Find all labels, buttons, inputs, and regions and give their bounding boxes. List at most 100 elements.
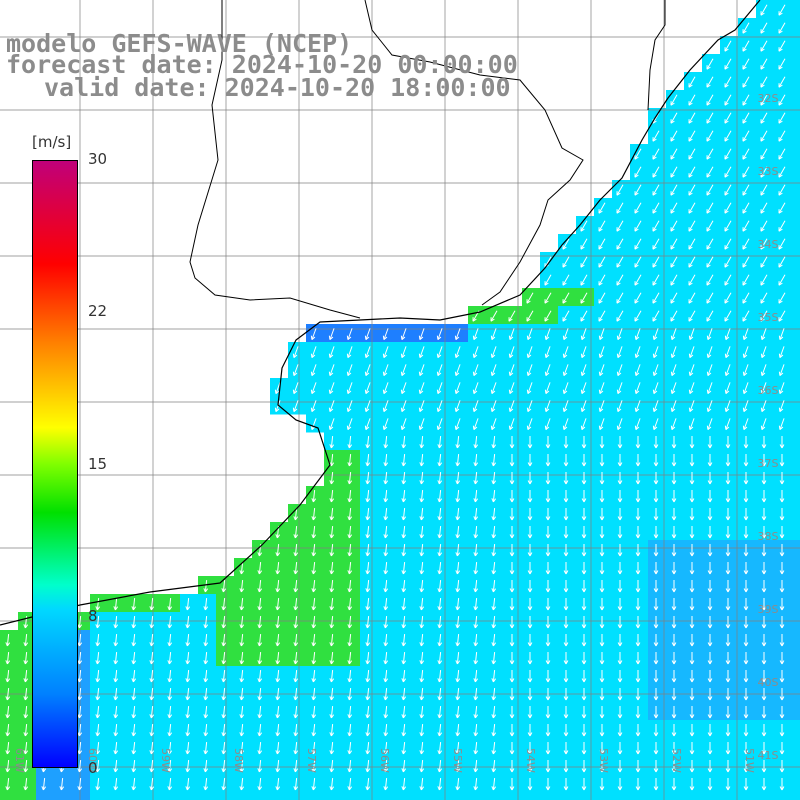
wind-cell bbox=[558, 378, 577, 397]
wind-arrow bbox=[581, 778, 587, 791]
wind-cell bbox=[378, 720, 397, 739]
wind-cell bbox=[720, 666, 739, 685]
wind-cell bbox=[342, 738, 361, 757]
wind-arrow bbox=[185, 723, 191, 737]
wind-arrow bbox=[760, 184, 768, 196]
wind-arrow bbox=[275, 777, 281, 791]
wind-arrow bbox=[419, 615, 425, 629]
wind-cell bbox=[594, 378, 613, 397]
wind-cell bbox=[378, 684, 397, 703]
wind-arrow bbox=[688, 202, 696, 214]
wind-cell bbox=[702, 594, 721, 613]
wind-cell bbox=[756, 774, 775, 793]
wind-cell bbox=[468, 666, 487, 685]
wind-cell bbox=[774, 396, 793, 415]
wind-cell bbox=[0, 756, 19, 775]
wind-cell bbox=[216, 666, 235, 685]
wind-cell bbox=[414, 576, 433, 595]
wind-arrow bbox=[617, 778, 623, 791]
wind-arrow bbox=[509, 508, 515, 521]
wind-arrow bbox=[364, 382, 371, 395]
wind-cell bbox=[234, 702, 253, 721]
wind-cell bbox=[630, 540, 649, 559]
wind-cell bbox=[378, 558, 397, 577]
wind-arrow bbox=[581, 508, 587, 521]
wind-arrow bbox=[400, 418, 407, 431]
wind-arrow bbox=[455, 561, 461, 575]
wind-arrow bbox=[598, 418, 605, 431]
wind-cell bbox=[756, 378, 775, 397]
wind-arrow bbox=[419, 723, 425, 737]
wind-cell bbox=[774, 270, 793, 289]
wind-arrow bbox=[383, 669, 389, 683]
wind-arrow bbox=[599, 508, 605, 521]
wind-arrow bbox=[329, 453, 335, 467]
wind-arrow bbox=[688, 238, 696, 250]
wind-arrow bbox=[706, 346, 713, 359]
wind-cell bbox=[720, 252, 739, 271]
wind-arrow bbox=[221, 705, 227, 719]
wind-arrow bbox=[95, 723, 101, 737]
wind-cell bbox=[738, 630, 757, 649]
wind-arrow bbox=[473, 543, 479, 557]
wind-arrow bbox=[401, 579, 407, 593]
wind-arrow bbox=[724, 346, 731, 359]
wind-arrow bbox=[329, 705, 335, 719]
wind-arrow bbox=[329, 777, 335, 791]
wind-cell bbox=[324, 450, 343, 469]
wind-cell bbox=[486, 630, 505, 649]
wind-arrow bbox=[329, 759, 335, 773]
wind-arrow bbox=[203, 633, 209, 647]
wind-cell bbox=[126, 684, 145, 703]
wind-arrow bbox=[509, 634, 515, 647]
wind-cell bbox=[0, 792, 19, 800]
wind-cell bbox=[198, 630, 217, 649]
wind-arrow bbox=[5, 669, 11, 683]
wind-cell bbox=[432, 378, 451, 397]
wind-cell bbox=[684, 684, 703, 703]
wind-cell bbox=[666, 252, 685, 271]
wind-cell bbox=[540, 522, 559, 541]
wind-cell bbox=[612, 576, 631, 595]
wind-cell bbox=[288, 666, 307, 685]
wind-cell bbox=[396, 792, 415, 800]
wind-arrow bbox=[634, 238, 642, 250]
wind-cell bbox=[702, 162, 721, 181]
wind-arrow bbox=[95, 759, 101, 773]
wind-cell bbox=[630, 630, 649, 649]
wind-cell bbox=[198, 684, 217, 703]
wind-cell bbox=[666, 504, 685, 523]
wind-cell bbox=[342, 648, 361, 667]
wind-cell bbox=[792, 378, 800, 397]
wind-arrow bbox=[23, 687, 29, 701]
wind-cell bbox=[468, 738, 487, 757]
wind-arrow bbox=[527, 616, 533, 629]
wind-cell bbox=[576, 396, 595, 415]
wind-cell bbox=[360, 648, 379, 667]
wind-arrow bbox=[779, 580, 785, 593]
wind-arrow bbox=[239, 777, 245, 791]
wind-cell bbox=[288, 594, 307, 613]
wind-cell bbox=[720, 216, 739, 235]
wind-cell bbox=[522, 648, 541, 667]
wind-arrow bbox=[437, 687, 443, 701]
wind-arrow bbox=[328, 400, 335, 413]
wind-arrow bbox=[329, 489, 335, 503]
wind-arrow bbox=[167, 687, 173, 701]
wind-arrow bbox=[275, 633, 281, 647]
wind-arrow bbox=[364, 400, 371, 413]
wind-cell bbox=[324, 522, 343, 541]
wind-cell bbox=[450, 468, 469, 487]
wind-cell bbox=[630, 504, 649, 523]
wind-cell bbox=[216, 738, 235, 757]
wind-cell bbox=[18, 630, 37, 649]
wind-cell bbox=[504, 378, 523, 397]
wind-arrow bbox=[742, 364, 749, 377]
wind-cell bbox=[684, 90, 703, 109]
wind-cell bbox=[738, 540, 757, 559]
wind-cell bbox=[270, 630, 289, 649]
wind-cell bbox=[594, 576, 613, 595]
wind-cell bbox=[288, 630, 307, 649]
wind-cell bbox=[738, 252, 757, 271]
wind-cell bbox=[702, 756, 721, 775]
